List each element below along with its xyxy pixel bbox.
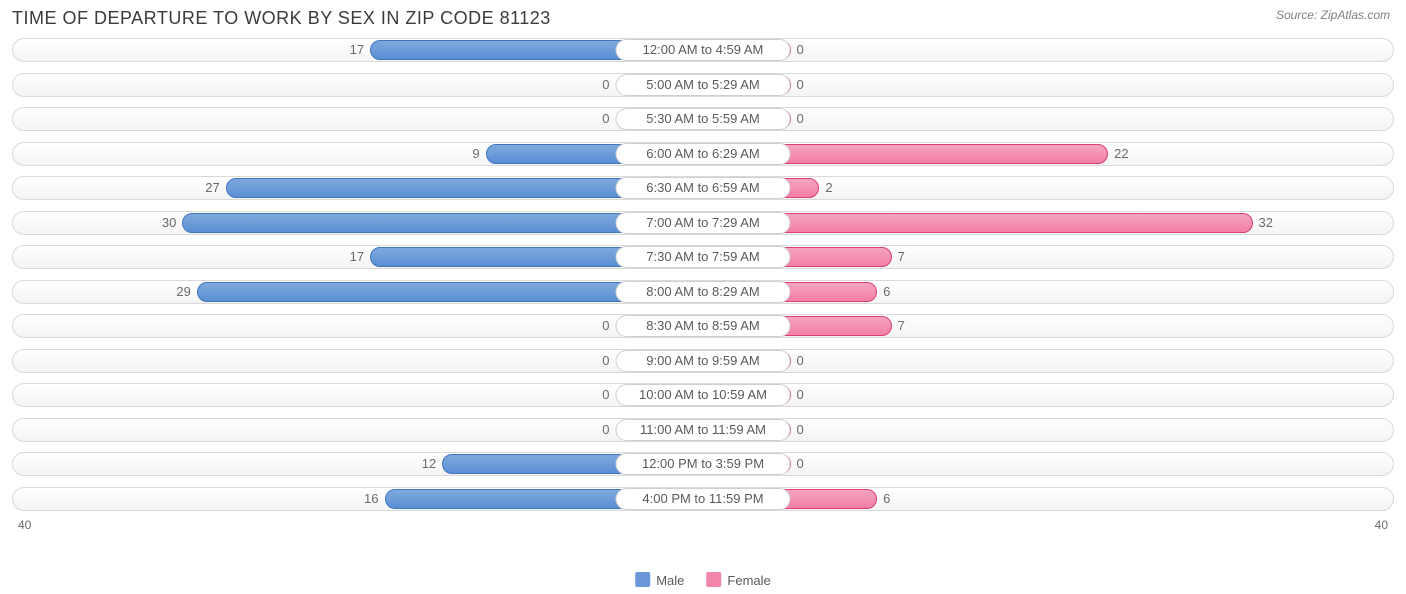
male-value: 9: [472, 144, 479, 164]
male-swatch-icon: [635, 572, 650, 587]
male-value: 30: [162, 213, 176, 233]
chart-title: TIME OF DEPARTURE TO WORK BY SEX IN ZIP …: [12, 8, 1394, 29]
category-label: 12:00 AM to 4:59 AM: [616, 39, 791, 61]
legend-male-label: Male: [656, 573, 684, 588]
male-value: 17: [350, 40, 364, 60]
female-value: 0: [797, 420, 804, 440]
chart-row: 17 0 12:00 AM to 4:59 AM: [12, 35, 1394, 65]
chart-row: 0 0 9:00 AM to 9:59 AM: [12, 346, 1394, 376]
female-value: 0: [797, 40, 804, 60]
female-value: 0: [797, 454, 804, 474]
male-value: 0: [602, 351, 609, 371]
female-value: 7: [898, 316, 905, 336]
category-label: 5:30 AM to 5:59 AM: [616, 108, 791, 130]
female-value: 32: [1259, 213, 1273, 233]
legend-item-female: Female: [706, 572, 770, 588]
female-value: 0: [797, 109, 804, 129]
legend-item-male: Male: [635, 572, 684, 588]
axis-left-max: 40: [18, 518, 31, 532]
female-value: 22: [1114, 144, 1128, 164]
category-label: 8:00 AM to 8:29 AM: [616, 281, 791, 303]
category-label: 8:30 AM to 8:59 AM: [616, 315, 791, 337]
male-value: 29: [176, 282, 190, 302]
legend: Male Female: [635, 572, 771, 588]
male-value: 16: [364, 489, 378, 509]
chart-row: 12 0 12:00 PM to 3:59 PM: [12, 449, 1394, 479]
category-label: 10:00 AM to 10:59 AM: [616, 384, 791, 406]
female-value: 6: [883, 282, 890, 302]
male-value: 27: [205, 178, 219, 198]
source-attribution: Source: ZipAtlas.com: [1276, 8, 1390, 22]
category-label: 12:00 PM to 3:59 PM: [616, 453, 791, 475]
category-label: 6:30 AM to 6:59 AM: [616, 177, 791, 199]
axis-max-labels: 40 40: [12, 518, 1394, 532]
chart-row: 30 32 7:00 AM to 7:29 AM: [12, 208, 1394, 238]
male-value: 0: [602, 109, 609, 129]
female-value: 0: [797, 351, 804, 371]
female-value: 0: [797, 75, 804, 95]
chart-row: 17 7 7:30 AM to 7:59 AM: [12, 242, 1394, 272]
category-label: 7:30 AM to 7:59 AM: [616, 246, 791, 268]
male-value: 0: [602, 420, 609, 440]
category-label: 9:00 AM to 9:59 AM: [616, 350, 791, 372]
male-value: 0: [602, 385, 609, 405]
male-value: 0: [602, 75, 609, 95]
chart-row: 0 0 5:00 AM to 5:29 AM: [12, 70, 1394, 100]
chart-row: 9 22 6:00 AM to 6:29 AM: [12, 139, 1394, 169]
female-value: 0: [797, 385, 804, 405]
chart-row: 16 6 4:00 PM to 11:59 PM: [12, 484, 1394, 514]
female-value: 2: [825, 178, 832, 198]
chart-row: 0 0 5:30 AM to 5:59 AM: [12, 104, 1394, 134]
chart-row: 0 0 10:00 AM to 10:59 AM: [12, 380, 1394, 410]
chart-row: 0 0 11:00 AM to 11:59 AM: [12, 415, 1394, 445]
chart-row: 0 7 8:30 AM to 8:59 AM: [12, 311, 1394, 341]
chart-row: 27 2 6:30 AM to 6:59 AM: [12, 173, 1394, 203]
female-value: 7: [898, 247, 905, 267]
category-label: 4:00 PM to 11:59 PM: [616, 488, 791, 510]
male-value: 17: [350, 247, 364, 267]
category-label: 5:00 AM to 5:29 AM: [616, 74, 791, 96]
category-label: 7:00 AM to 7:29 AM: [616, 212, 791, 234]
male-value: 0: [602, 316, 609, 336]
male-value: 12: [422, 454, 436, 474]
female-value: 6: [883, 489, 890, 509]
category-label: 6:00 AM to 6:29 AM: [616, 143, 791, 165]
female-swatch-icon: [706, 572, 721, 587]
legend-female-label: Female: [727, 573, 770, 588]
category-label: 11:00 AM to 11:59 AM: [616, 419, 791, 441]
diverging-bar-chart: 17 0 12:00 AM to 4:59 AM 0 0 5:00 AM to 5:29 …: [12, 35, 1394, 514]
axis-right-max: 40: [1375, 518, 1388, 532]
chart-row: 29 6 8:00 AM to 8:29 AM: [12, 277, 1394, 307]
